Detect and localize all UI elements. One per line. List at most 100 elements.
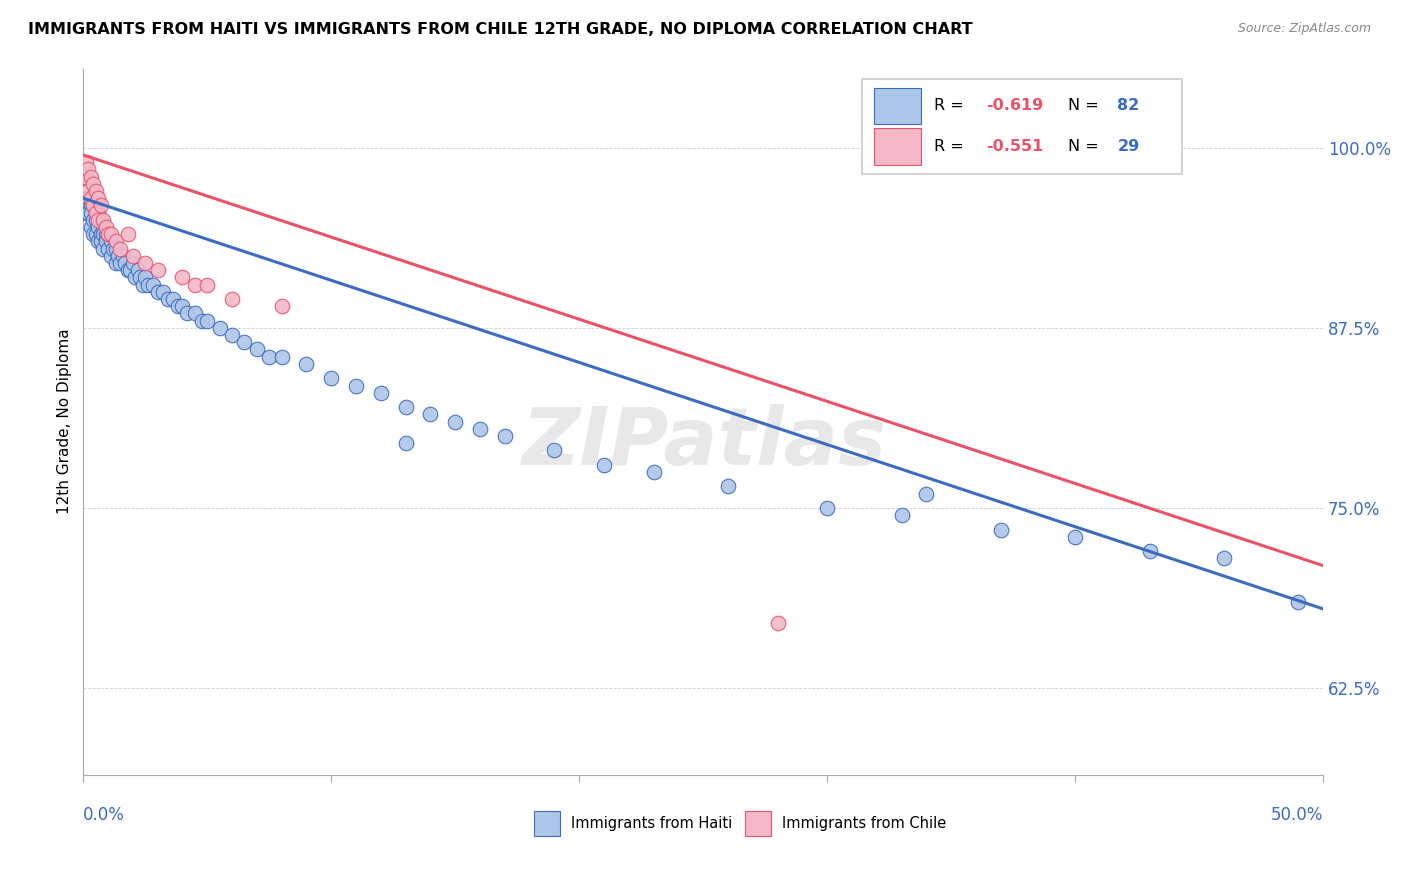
Point [90,227,112,242]
Point [1139,544,1161,558]
Point [195,277,218,292]
Point [84,227,107,242]
Point [80,205,103,219]
Point [110,242,132,256]
Point [91,220,114,235]
Point [717,479,740,493]
Text: 0.0%: 0.0% [83,806,125,824]
Point [80,169,103,184]
Point [120,263,142,277]
Text: Source: ZipAtlas.com: Source: ZipAtlas.com [1237,22,1371,36]
Text: -0.619: -0.619 [986,98,1043,113]
Point [91,227,114,242]
Point [191,314,214,328]
Point [122,249,145,263]
Point [184,306,207,320]
Point [246,343,269,357]
Point [82,198,104,212]
Point [104,235,127,249]
Point [122,256,145,270]
Point [87,235,110,249]
Text: 29: 29 [1118,138,1140,153]
Point [91,212,114,227]
Point [75,169,97,184]
Point [80,191,103,205]
Point [124,270,146,285]
Point [395,436,418,450]
Point [87,191,110,205]
Text: N =: N = [1067,98,1104,113]
Point [543,443,565,458]
Point [75,155,97,169]
Point [117,263,139,277]
Point [172,299,194,313]
Point [129,270,152,285]
Point [110,256,132,270]
Point [184,277,207,292]
Point [77,205,100,219]
Point [127,263,149,277]
Point [91,242,114,256]
Point [94,220,117,235]
Point [1286,595,1309,609]
Point [172,270,194,285]
Point [90,212,112,227]
Point [419,408,441,422]
Point [90,198,112,212]
Point [370,385,392,400]
Point [111,249,134,263]
Point [94,227,117,242]
Point [146,263,169,277]
Point [1213,551,1236,566]
Point [104,256,127,270]
Point [136,277,159,292]
Point [100,249,122,263]
Point [100,235,122,249]
Point [84,205,107,219]
Point [82,227,104,242]
Point [77,191,100,205]
Point [321,371,343,385]
Point [233,335,256,350]
Point [107,249,129,263]
Point [146,285,169,299]
Point [295,357,318,371]
FancyBboxPatch shape [875,87,921,124]
Point [142,277,165,292]
Point [221,328,243,343]
Text: Immigrants from Haiti: Immigrants from Haiti [571,816,733,831]
Point [77,184,100,198]
Point [82,212,104,227]
Point [766,616,789,631]
Point [270,350,292,364]
Text: ZIPatlas: ZIPatlas [520,404,886,482]
Point [134,256,156,270]
Text: 82: 82 [1118,98,1140,113]
Point [259,350,281,364]
Point [90,235,112,249]
FancyBboxPatch shape [862,79,1182,175]
Point [208,321,231,335]
Point [82,177,104,191]
Text: Immigrants from Chile: Immigrants from Chile [782,816,946,831]
Point [87,205,110,219]
Text: 50.0%: 50.0% [1271,806,1323,824]
Y-axis label: 12th Grade, No Diploma: 12th Grade, No Diploma [58,329,72,515]
Text: R =: R = [934,98,969,113]
Point [114,256,136,270]
Point [221,292,243,306]
Text: N =: N = [1067,138,1104,153]
Point [395,400,418,414]
Point [84,184,107,198]
Point [990,523,1012,537]
Point [915,486,938,500]
Point [104,242,127,256]
Point [134,270,156,285]
Point [494,429,516,443]
FancyBboxPatch shape [875,128,921,164]
Point [84,212,107,227]
Point [1064,530,1087,544]
Point [176,306,198,320]
Point [82,198,104,212]
Point [100,227,122,242]
